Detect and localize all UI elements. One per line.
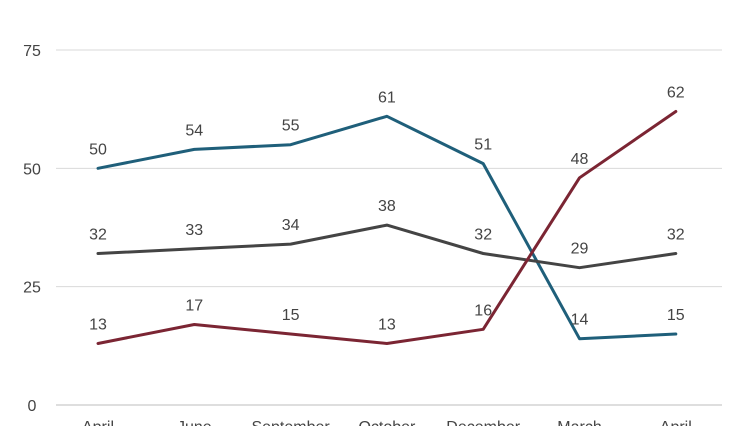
series-line-gray	[96, 223, 678, 270]
y-tick-label-0: 0	[28, 398, 37, 415]
x-tick-label-2: September	[251, 419, 330, 426]
data-label-red-0: 13	[89, 316, 107, 333]
data-label-red-4: 16	[474, 302, 492, 319]
data-label-gray-6: 32	[667, 227, 685, 244]
data-label-blue-0: 50	[89, 141, 107, 158]
x-tick-label-6: April	[660, 419, 692, 426]
x-tick-label-3: October	[358, 419, 416, 426]
y-tick-label-25: 25	[23, 280, 41, 297]
data-label-gray-1: 33	[185, 222, 203, 239]
data-label-red-6: 62	[667, 85, 685, 102]
data-label-blue-1: 54	[185, 122, 203, 139]
data-label-gray-0: 32	[89, 227, 107, 244]
y-tick-label-75: 75	[23, 43, 41, 60]
x-tick-label-5: March	[557, 419, 601, 426]
data-label-red-3: 13	[378, 316, 396, 333]
y-axis-tick-labels: 0 25 50 75	[23, 43, 41, 415]
x-tick-label-4: December	[446, 419, 520, 426]
data-label-gray-2: 34	[282, 217, 300, 234]
gridlines	[56, 49, 722, 406]
x-axis-tick-labels: April June September October December March Ap…	[82, 419, 692, 426]
data-label-blue-4: 51	[474, 137, 492, 154]
x-tick-label-0: April	[82, 419, 114, 426]
data-label-blue-3: 61	[378, 89, 396, 106]
series-line-red	[96, 110, 678, 345]
x-tick-label-1: June	[177, 419, 212, 426]
data-label-red-2: 15	[282, 307, 300, 324]
series-line-blue	[96, 114, 678, 341]
y-tick-label-50: 50	[23, 161, 41, 178]
series-lines	[96, 110, 678, 345]
data-label-gray-3: 38	[378, 198, 396, 215]
data-labels: 50 32 13 54 33 17 55 34 15 61 38 13 51 32 16 14 29 48 15 32…	[89, 85, 685, 334]
data-label-red-5: 48	[571, 151, 589, 168]
data-label-blue-6: 15	[667, 307, 685, 324]
data-label-red-1: 17	[185, 298, 203, 315]
data-label-gray-4: 32	[474, 227, 492, 244]
data-label-blue-5: 14	[571, 312, 589, 329]
data-label-gray-5: 29	[571, 241, 589, 258]
data-label-blue-2: 55	[282, 118, 300, 135]
